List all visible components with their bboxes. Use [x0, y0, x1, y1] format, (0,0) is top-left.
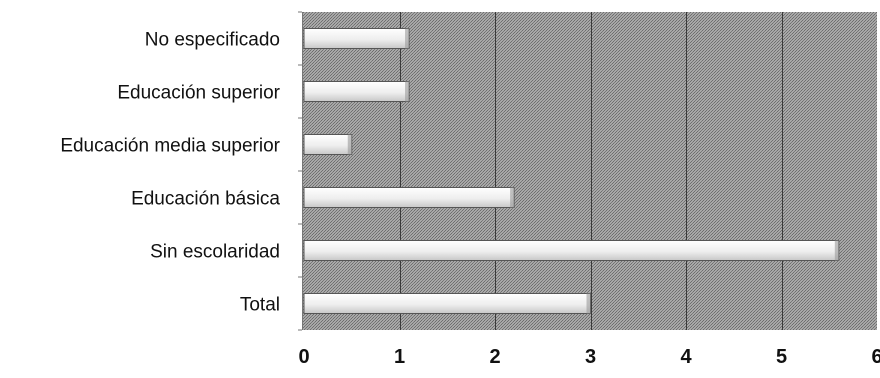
- bar-end-0: [405, 28, 410, 49]
- bar-3: [303, 187, 515, 208]
- category-labels: No especificado Educación superior Educaci…: [60, 30, 280, 316]
- bar-0: [303, 28, 410, 49]
- x-tick-labels: 0 1 2 3 4 5 6: [298, 346, 880, 368]
- category-label: Total: [240, 295, 280, 316]
- bar-4: [303, 240, 840, 261]
- bar-end-3: [510, 187, 515, 208]
- bar-1: [303, 81, 410, 102]
- category-label: No especificado: [145, 30, 280, 51]
- category-label: Sin escolaridad: [150, 242, 280, 263]
- x-tick-label: 4: [680, 346, 692, 368]
- x-tick-label: 6: [871, 346, 880, 368]
- x-tick-label: 2: [489, 346, 500, 368]
- bar-5: [303, 293, 591, 314]
- gridlines: [298, 11, 783, 331]
- bar-end-4: [834, 240, 839, 261]
- bar-2: [303, 134, 353, 155]
- category-label: Educación media superior: [60, 136, 280, 157]
- bar-end-1: [405, 81, 410, 102]
- x-tick-label: 1: [394, 346, 405, 368]
- bars: [303, 28, 840, 314]
- x-tick-label: 3: [585, 346, 596, 368]
- plot-area: [302, 12, 877, 330]
- bar-end-2: [347, 134, 352, 155]
- x-tick-label: 5: [776, 346, 787, 368]
- bar-end-5: [586, 293, 591, 314]
- x-tick-label: 0: [298, 346, 309, 368]
- category-label: Educación básica: [131, 189, 280, 210]
- category-label: Educación superior: [117, 83, 280, 104]
